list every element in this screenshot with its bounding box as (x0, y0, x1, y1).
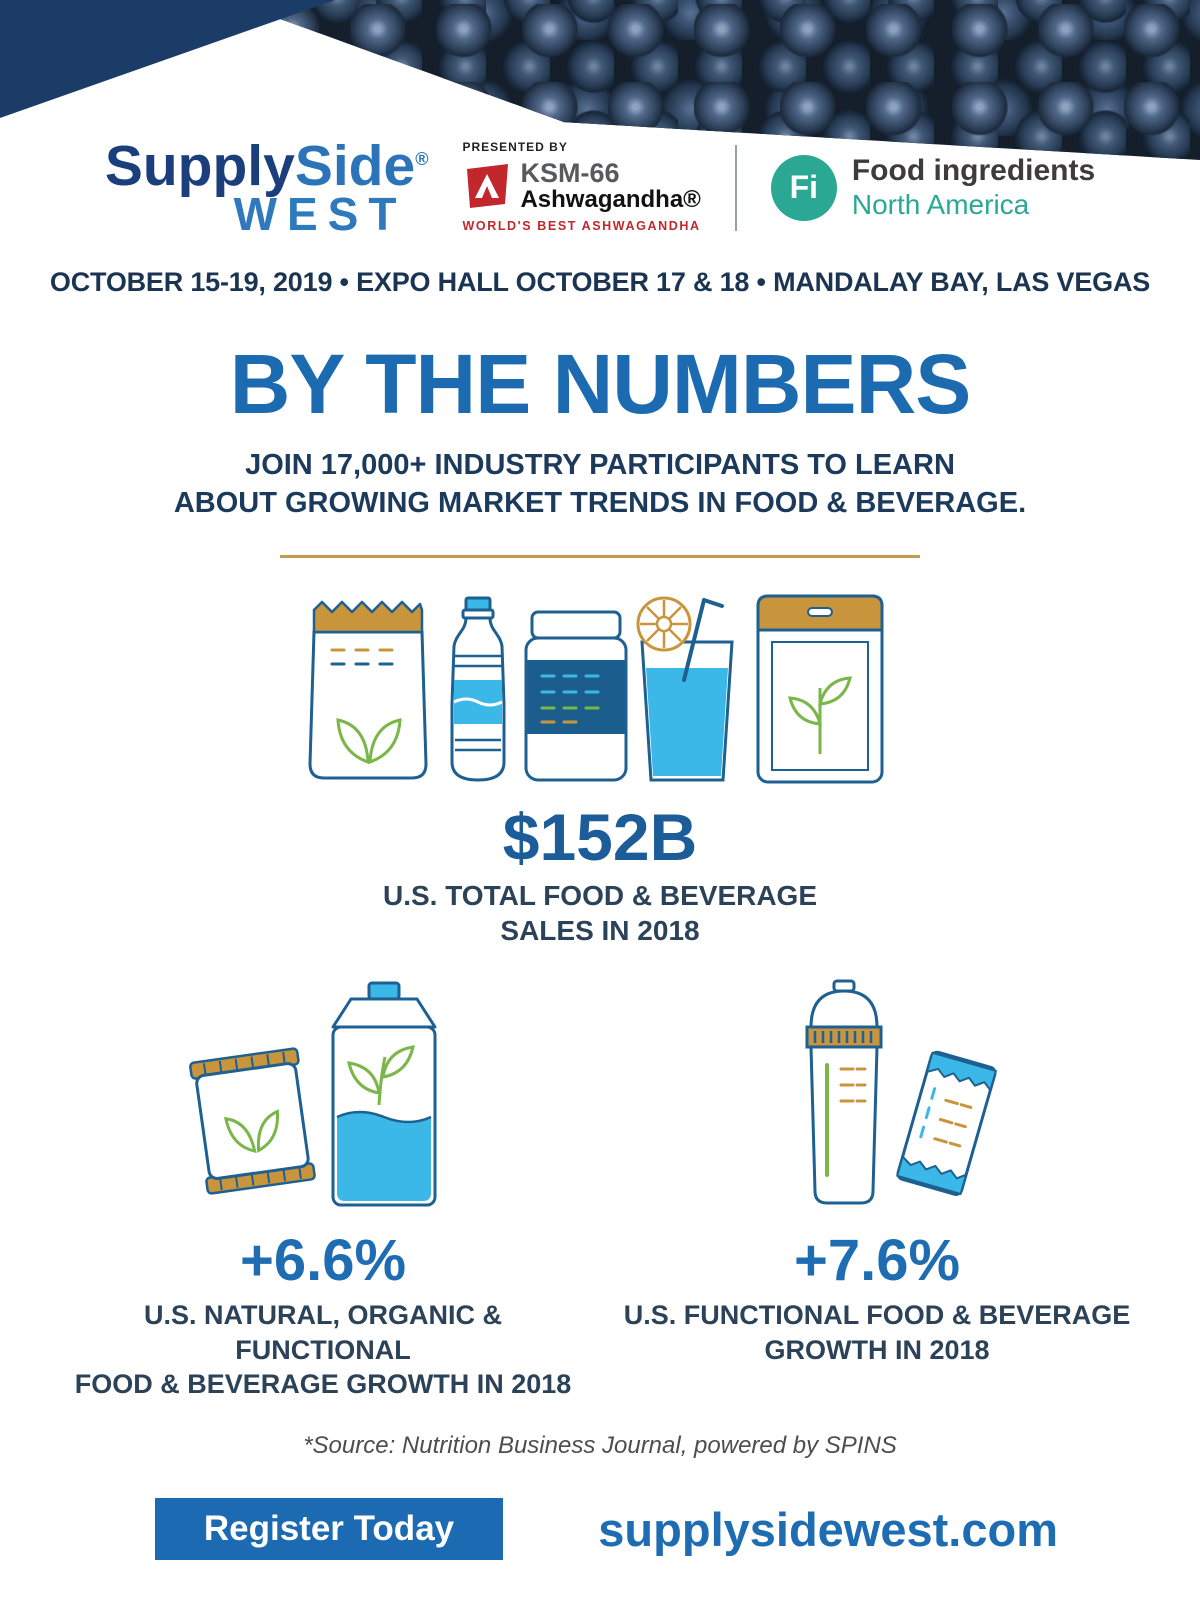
page-title: BY THE NUMBERS (229, 337, 972, 431)
subtitle-line-1: JOIN 17,000+ INDUSTRY PARTICIPANTS TO LE… (245, 449, 955, 481)
logo-side-text: Side (294, 134, 416, 198)
ksm66-product: Ashwagandha® (520, 186, 701, 214)
ksm66-emblem-icon (467, 163, 509, 208)
caption-line-1: U.S. FUNCTIONAL FOOD & BEVERAGE (623, 1300, 1131, 1331)
event-info-line: OCTOBER 15-19, 2019 • EXPO HALL OCTOBER … (49, 267, 1151, 297)
caption-line-2: GROWTH IN 2018 (764, 1334, 990, 1365)
caption-regular: FOOD & BEVERAGE (74, 1369, 347, 1400)
snack-pack-carton-illustration (189, 981, 437, 1207)
gold-divider (280, 554, 920, 558)
source-note: *Source: Nutrition Business Journal, pow… (303, 1431, 897, 1459)
food-ingredients-logo: Fi Food ingredients North America (770, 154, 1096, 221)
stand-pouch-icon (756, 594, 884, 784)
total-sales-value: $152B (502, 799, 698, 874)
carton-icon (331, 981, 437, 1207)
header-banner (0, 0, 1200, 172)
snack-packet-icon (189, 1047, 316, 1195)
logo-supply-text: Supply (104, 134, 295, 198)
caption-line-1: U.S. NATURAL, ORGANIC & FUNCTIONAL (144, 1300, 502, 1365)
shaker-bar-illustration (805, 979, 997, 1205)
registered-mark: ® (415, 149, 429, 169)
footer: Register Today supplysidewest.com (0, 1498, 1200, 1560)
natural-organic-growth-value: +6.6% (239, 1228, 407, 1294)
subtitle: JOIN 17,000+ INDUSTRY PARTICIPANTS TO LE… (0, 446, 1200, 523)
fi-badge-icon: Fi (770, 154, 837, 221)
total-sales-caption: U.S. TOTAL FOOD & BEVERAGE SALES IN 2018 (0, 878, 1200, 950)
website-link[interactable]: supplysidewest.com (598, 1502, 1058, 1556)
logo-west-text: WEST (233, 188, 407, 240)
natural-organic-stat: +6.6% U.S. NATURAL, ORGANIC & FUNCTIONAL… (58, 965, 588, 1402)
water-bottle-icon (450, 596, 506, 782)
supplyside-wordmark: SupplySide® (105, 138, 429, 195)
supplyside-west-logo: SupplySide® WEST (105, 138, 429, 240)
pouch-bag-icon (308, 600, 428, 780)
products-illustration (308, 594, 884, 784)
ksm66-tagline: WORLD'S BEST ASHWAGANDHA (462, 219, 701, 234)
functional-stat: +7.6% U.S. FUNCTIONAL FOOD & BEVERAGE GR… (612, 965, 1142, 1402)
logo-row: SupplySide® WEST PRESENTED BY KSM-66 Ash… (0, 138, 1200, 240)
total-sales-caption-line-1: U.S. TOTAL FOOD & BEVERAGE (382, 879, 818, 911)
natural-organic-growth-caption: U.S. NATURAL, ORGANIC & FUNCTIONAL FOOD … (58, 1298, 588, 1402)
total-sales-caption-line-2: SALES IN 2018 (500, 915, 700, 947)
caption-line-2: FOOD & BEVERAGE GROWTH IN 2018 (58, 1367, 588, 1402)
fi-name: Food ingredients (851, 154, 1096, 188)
caption-bold: GROWTH IN 2018 (346, 1369, 572, 1400)
ksm66-name: KSM-66 (520, 157, 620, 188)
functional-growth-caption: U.S. FUNCTIONAL FOOD & BEVERAGE GROWTH I… (612, 1298, 1142, 1367)
presented-by-block: PRESENTED BY KSM-66 Ashwagandha® WORLD'S… (462, 139, 701, 234)
shaker-bottle-icon (805, 979, 883, 1205)
logo-divider (734, 144, 737, 231)
presented-by-label: PRESENTED BY (462, 139, 568, 154)
subtitle-line-2: ABOUT GROWING MARKET TRENDS IN FOOD & BE… (173, 487, 1027, 520)
register-button[interactable]: Register Today (155, 1498, 503, 1560)
functional-growth-value: +7.6% (793, 1228, 961, 1294)
snack-bar-icon (896, 1050, 997, 1197)
beverage-glass-icon (636, 596, 734, 782)
fi-region: North America (851, 188, 1030, 220)
growth-stats-row: +6.6% U.S. NATURAL, ORGANIC & FUNCTIONAL… (0, 965, 1200, 1402)
protein-jar-icon (524, 610, 628, 782)
